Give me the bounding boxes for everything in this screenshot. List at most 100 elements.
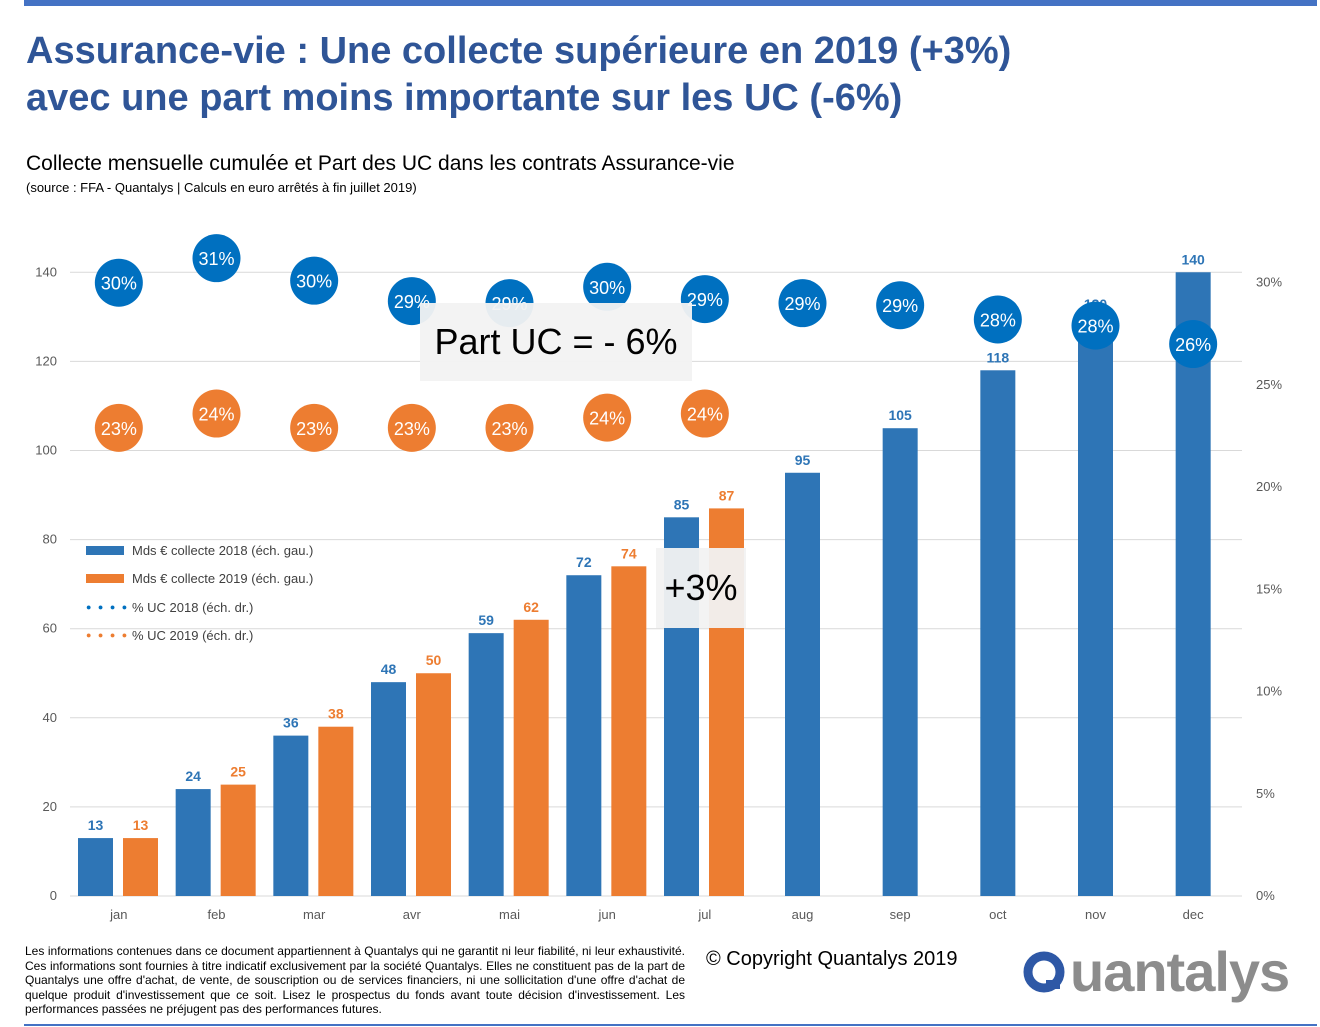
point-label-uc-2018: 30% [589, 278, 625, 298]
point-label-uc-2019: 23% [491, 419, 527, 439]
copyright: © Copyright Quantalys 2019 [706, 948, 958, 970]
point-label-uc-2018: 26% [1175, 335, 1211, 355]
x-tick-label: mar [303, 907, 326, 922]
legend-label-uc-2018: % UC 2018 (éch. dr.) [132, 599, 254, 615]
x-tick-label: aug [792, 907, 814, 922]
y-left-tick-label: 120 [35, 353, 57, 368]
point-uc-2018 [583, 262, 632, 311]
point-label-uc-2018: 31% [198, 249, 234, 269]
x-tick-label: oct [989, 907, 1007, 922]
y-right-tick-label: 20% [1256, 479, 1282, 494]
chart: 0 20 40 60 80 100 120 140 0% 5% 10% 15% 20% 25% 30% 13 1… [35, 234, 1282, 922]
point-label-uc-2019: 23% [296, 419, 332, 439]
point-label-uc-2019: 24% [589, 409, 625, 429]
bar-2018 [882, 428, 918, 896]
title-line-1: Assurance-vie : Une collecte supérieure … [26, 30, 1012, 72]
point-uc-2019 [680, 389, 729, 438]
legend-label-uc-2019: % UC 2019 (éch. dr.) [132, 628, 254, 644]
point-label-uc-2018: 28% [980, 311, 1016, 331]
bottom-rule [24, 1024, 1317, 1026]
point-uc-2018 [1071, 301, 1120, 350]
top-rule [24, 0, 1317, 6]
point-uc-2018 [973, 295, 1022, 344]
data-label-2018: 13 [88, 817, 104, 833]
data-label-2018: 36 [283, 715, 299, 731]
point-uc-2019 [192, 389, 241, 438]
y-left-tick-label: 140 [35, 264, 57, 279]
point-uc-2019 [94, 403, 143, 452]
y-left-tick-label: 20 [43, 799, 57, 814]
legend-item-uc-2019: ● ● ● ● % UC 2019 (éch. dr.) [86, 622, 313, 651]
data-label-2018: 48 [381, 661, 397, 677]
point-label-uc-2019: 24% [687, 405, 723, 425]
x-tick-label: mai [499, 907, 520, 922]
data-label-2018: 118 [987, 349, 1010, 365]
point-uc-2018 [876, 281, 925, 330]
bar-2018 [78, 838, 113, 896]
legend-label-2019: Mds € collecte 2019 (éch. gau.) [132, 571, 314, 587]
y-left-tick-label: 80 [43, 532, 57, 547]
bar-2018 [371, 682, 406, 896]
bar-2018 [1175, 272, 1211, 896]
point-uc-2018 [290, 256, 339, 305]
title-line-2: avec une part moins importante sur les U… [26, 77, 903, 119]
bar-2018 [273, 735, 309, 896]
bar-2018 [468, 633, 504, 896]
bar-2019 [318, 726, 354, 896]
quantalys-logo: uantalys [1022, 938, 1290, 1006]
x-tick-label: dec [1183, 907, 1204, 922]
bar-2019 [220, 784, 256, 896]
legend-swatch-2018 [86, 545, 124, 555]
logo-text: uantalys [1070, 940, 1290, 1003]
chart-subtitle: Collecte mensuelle cumulée et Part des U… [26, 152, 735, 175]
point-label-uc-2019: 24% [198, 405, 234, 425]
bar-2018 [980, 370, 1016, 896]
y-right-tick-label: 25% [1256, 377, 1282, 392]
bar-2018 [785, 472, 820, 896]
point-uc-2018 [778, 279, 827, 328]
point-label-uc-2018: 30% [101, 274, 137, 294]
logo-q-icon [1023, 951, 1065, 993]
bar-2018 [566, 575, 602, 896]
point-uc-2018 [94, 258, 143, 307]
legend-item-2019: Mds € collecte 2019 (éch. gau.) [86, 565, 313, 594]
point-uc-2019 [485, 403, 534, 452]
point-uc-2019 [290, 403, 339, 452]
bar-2018 [1078, 316, 1113, 896]
x-tick-label: feb [207, 907, 225, 922]
legend-item-uc-2018: ● ● ● ● % UC 2018 (éch. dr.) [86, 593, 313, 622]
data-label-2019: 38 [328, 706, 344, 722]
bar-2018 [175, 789, 211, 896]
data-label-2018: 72 [576, 554, 592, 570]
bar-2019 [123, 838, 158, 896]
y-right-tick-label: 30% [1256, 275, 1282, 290]
data-label-2019: 74 [621, 545, 637, 561]
legend-label-2018: Mds € collecte 2018 (éch. gau.) [132, 542, 314, 558]
data-label-2018: 140 [1181, 251, 1205, 267]
data-label-2018: 85 [674, 496, 690, 512]
point-uc-2018 [1169, 320, 1218, 369]
bar-2019 [513, 619, 549, 896]
legend-item-2018: Mds € collecte 2018 (éch. gau.) [86, 536, 313, 565]
y-left-tick-label: 60 [43, 621, 57, 636]
data-label-2018: 95 [795, 452, 811, 468]
point-label-uc-2019: 23% [101, 419, 137, 439]
x-tick-label: jun [597, 907, 615, 922]
y-right-tick-label: 10% [1256, 684, 1282, 699]
annotation-plus-3: +3% [656, 548, 746, 628]
point-label-uc-2019: 23% [394, 419, 430, 439]
point-label-uc-2018: 28% [1077, 317, 1113, 337]
x-tick-label: jan [109, 907, 127, 922]
y-left-tick-label: 100 [35, 442, 57, 457]
point-label-uc-2018: 29% [784, 294, 820, 314]
legend-dots-uc-2018: ● ● ● ● [86, 601, 130, 612]
page-title: Assurance-vie : Une collecte supérieure … [26, 28, 1226, 122]
y-right-tick-label: 0% [1256, 888, 1275, 903]
disclaimer: Les informations contenues dans ce docum… [25, 944, 685, 1017]
y-right-tick-label: 15% [1256, 581, 1282, 596]
data-label-2018: 105 [888, 407, 912, 423]
point-uc-2019 [583, 393, 632, 442]
point-label-uc-2018: 30% [296, 272, 332, 292]
chart-legend: Mds € collecte 2018 (éch. gau.) Mds € co… [86, 536, 313, 650]
data-label-2018: 59 [478, 612, 494, 628]
